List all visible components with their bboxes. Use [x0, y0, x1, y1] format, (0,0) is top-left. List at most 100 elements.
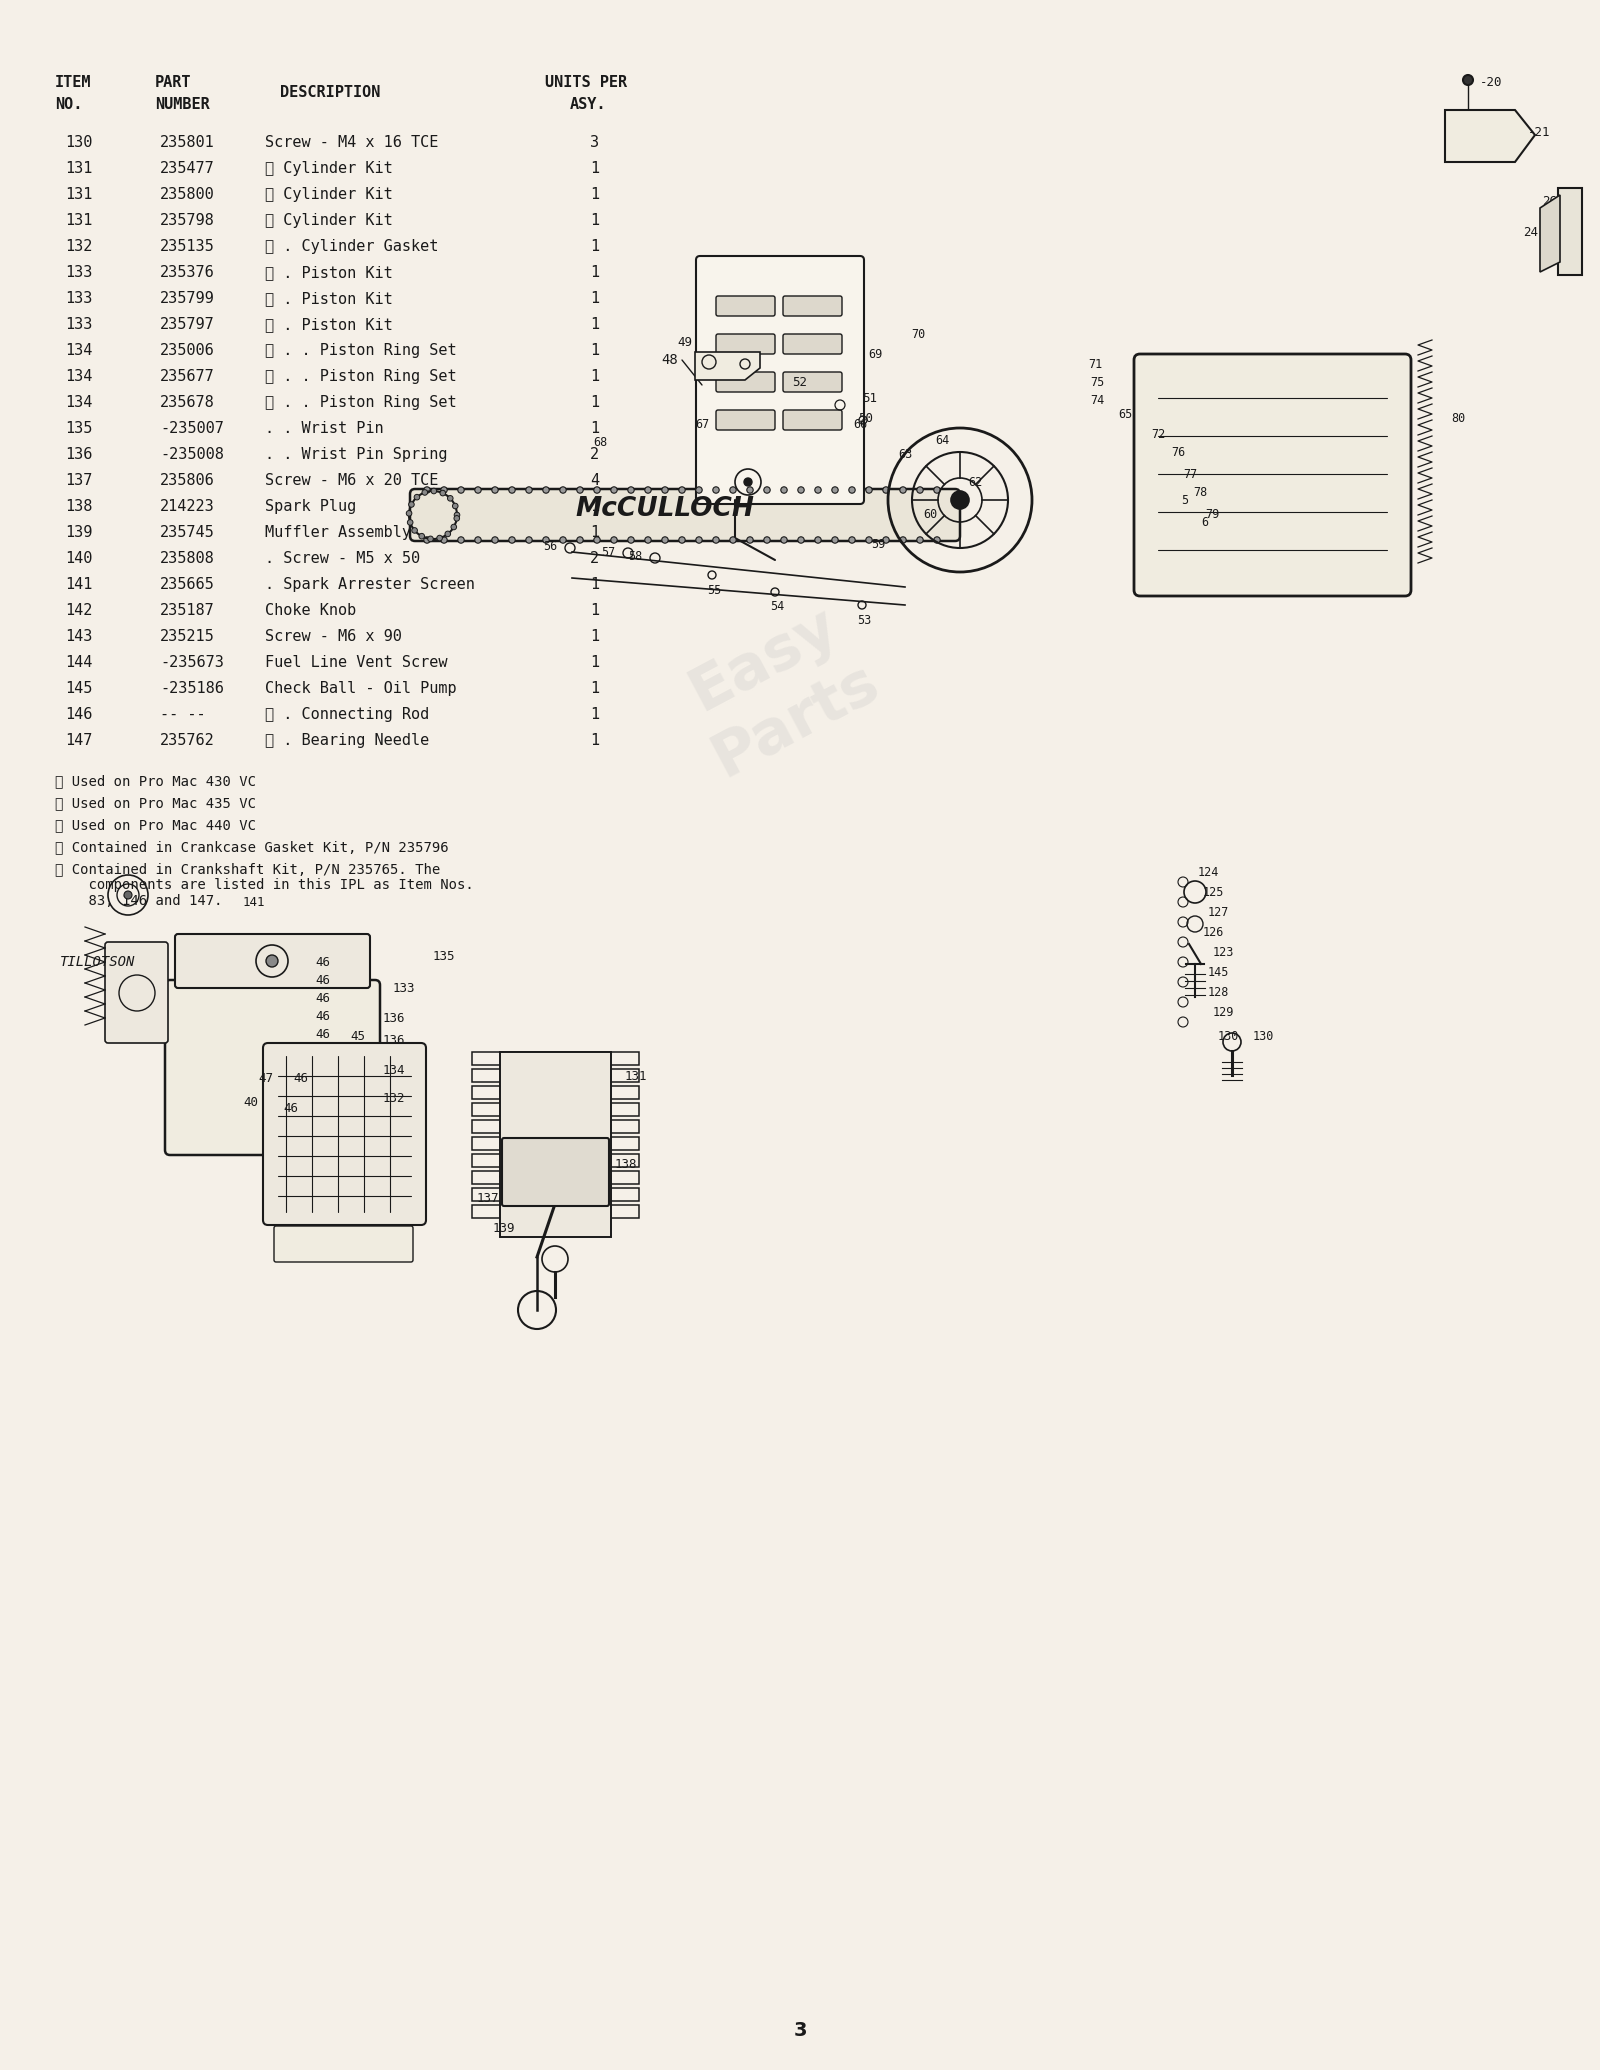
Text: ③ Used on Pro Mac 440 VC: ③ Used on Pro Mac 440 VC: [54, 818, 256, 832]
Text: -- --: -- --: [160, 708, 206, 722]
Text: 3: 3: [590, 135, 598, 149]
Text: 2: 2: [590, 447, 598, 462]
Text: Screw - M6 x 90: Screw - M6 x 90: [266, 629, 402, 644]
Text: 46: 46: [293, 1072, 307, 1085]
Circle shape: [883, 536, 890, 542]
Circle shape: [744, 478, 752, 486]
Text: 63: 63: [898, 449, 912, 462]
Text: ⑥ . Bearing Needle: ⑥ . Bearing Needle: [266, 733, 429, 747]
Circle shape: [594, 536, 600, 542]
Circle shape: [491, 486, 498, 493]
FancyBboxPatch shape: [782, 410, 842, 431]
Text: 4: 4: [590, 474, 598, 489]
Text: 46: 46: [315, 1027, 330, 1041]
Text: 131: 131: [626, 1070, 648, 1083]
Bar: [499, 1052, 611, 1238]
Text: 130: 130: [1218, 1031, 1240, 1043]
Circle shape: [747, 536, 754, 542]
Text: 1: 1: [590, 292, 598, 306]
Text: 126: 126: [1203, 925, 1224, 938]
Text: 6: 6: [1202, 515, 1208, 528]
Text: 147: 147: [66, 733, 93, 747]
Text: 235797: 235797: [160, 317, 214, 331]
Circle shape: [458, 486, 464, 493]
Text: 235677: 235677: [160, 368, 214, 385]
Circle shape: [814, 486, 821, 493]
Circle shape: [781, 486, 787, 493]
FancyBboxPatch shape: [502, 1138, 610, 1207]
Text: -235008: -235008: [160, 447, 224, 462]
Text: 1: 1: [590, 213, 598, 228]
Circle shape: [611, 536, 618, 542]
Text: 214223: 214223: [160, 499, 214, 513]
Circle shape: [442, 486, 448, 493]
Text: 128: 128: [1208, 985, 1229, 998]
Circle shape: [560, 486, 566, 493]
Text: Muffler Assembly: Muffler Assembly: [266, 526, 411, 540]
Text: 46: 46: [315, 1010, 330, 1023]
Text: 125: 125: [1203, 886, 1224, 898]
Circle shape: [424, 486, 430, 493]
Text: 46: 46: [315, 992, 330, 1004]
Text: 69: 69: [867, 348, 882, 362]
Text: 75: 75: [1090, 375, 1104, 389]
Text: 1: 1: [590, 708, 598, 722]
Bar: [472, 1153, 638, 1167]
Circle shape: [950, 491, 970, 509]
Text: 46: 46: [283, 1101, 298, 1114]
Text: 71: 71: [1088, 358, 1102, 371]
Text: 1: 1: [590, 420, 598, 437]
Text: 235678: 235678: [160, 395, 214, 410]
Text: 58: 58: [627, 551, 642, 563]
Text: Check Ball - Oil Pump: Check Ball - Oil Pump: [266, 681, 456, 696]
Text: 145: 145: [1208, 965, 1229, 979]
Polygon shape: [694, 352, 760, 381]
FancyBboxPatch shape: [717, 333, 774, 354]
Circle shape: [832, 536, 838, 542]
Text: 2: 2: [590, 551, 598, 565]
Text: 46: 46: [315, 956, 330, 969]
Circle shape: [848, 536, 856, 542]
Text: 1: 1: [590, 629, 598, 644]
Text: TILLOTSON: TILLOTSON: [61, 954, 136, 969]
Circle shape: [411, 528, 418, 534]
Text: 130: 130: [66, 135, 93, 149]
Text: ⑥ . Connecting Rod: ⑥ . Connecting Rod: [266, 708, 429, 722]
Text: 127: 127: [1208, 905, 1229, 919]
Text: 235745: 235745: [160, 526, 214, 540]
Circle shape: [445, 532, 451, 536]
Circle shape: [781, 536, 787, 542]
Text: 1: 1: [590, 499, 598, 513]
FancyBboxPatch shape: [782, 333, 842, 354]
Bar: [472, 1103, 638, 1116]
Circle shape: [424, 536, 430, 542]
Text: . . Wrist Pin Spring: . . Wrist Pin Spring: [266, 447, 448, 462]
Text: 138: 138: [66, 499, 93, 513]
Text: 79: 79: [1205, 509, 1219, 522]
Text: 133: 133: [66, 317, 93, 331]
Text: PART: PART: [155, 75, 192, 89]
Text: 131: 131: [66, 213, 93, 228]
Text: 57: 57: [602, 546, 614, 559]
Circle shape: [798, 486, 805, 493]
FancyBboxPatch shape: [274, 1225, 413, 1263]
Text: 134: 134: [66, 344, 93, 358]
Text: 26: 26: [1542, 195, 1557, 207]
Text: Screw - M6 x 20 TCE: Screw - M6 x 20 TCE: [266, 474, 438, 489]
Text: 60: 60: [923, 509, 938, 522]
Text: 131: 131: [66, 186, 93, 203]
Text: -235673: -235673: [160, 654, 224, 671]
Circle shape: [934, 486, 941, 493]
Text: 131: 131: [66, 161, 93, 176]
Text: 124: 124: [1198, 865, 1219, 878]
Text: 80: 80: [1451, 412, 1466, 424]
FancyBboxPatch shape: [717, 296, 774, 317]
Text: 235135: 235135: [160, 238, 214, 255]
Text: -235186: -235186: [160, 681, 224, 696]
Text: ① . Piston Kit: ① . Piston Kit: [266, 265, 392, 279]
Circle shape: [594, 486, 600, 493]
Polygon shape: [1558, 188, 1582, 275]
Text: Choke Knob: Choke Knob: [266, 602, 357, 619]
FancyBboxPatch shape: [696, 257, 864, 503]
Circle shape: [408, 520, 413, 526]
